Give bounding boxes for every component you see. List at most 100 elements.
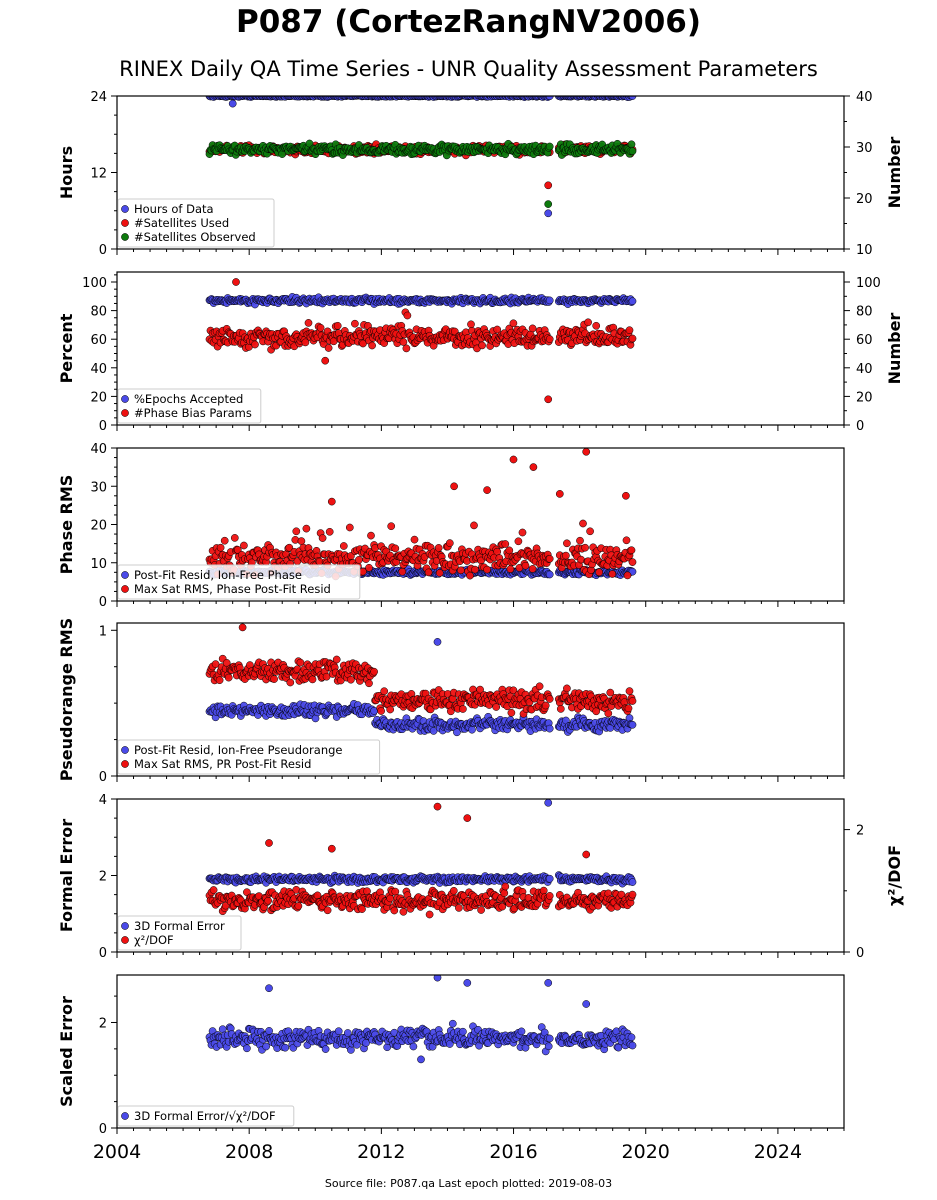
data-point [581,543,589,552]
y-axis-right-label: χ²/DOF [885,845,904,906]
y-tick-label: 0 [99,243,107,258]
y-right-tick-label: 10 [856,243,873,258]
series-5-2 [205,802,637,919]
data-point [628,878,637,886]
data-point [562,551,570,560]
legend-marker [121,409,129,417]
data-point [604,709,613,718]
y-tick-label: 2 [99,870,107,885]
data-point [327,844,336,853]
data-point [544,799,553,807]
data-point [297,537,306,545]
y-tick-label: 80 [90,305,107,320]
data-point [627,140,636,149]
data-point [399,338,408,346]
data-point [445,539,454,547]
data-point [584,318,592,327]
data-point [308,675,317,684]
data-point [327,497,336,506]
data-point [576,536,584,545]
panel-5-points [205,799,637,919]
data-point [507,708,516,717]
data-point [365,563,373,572]
legend-label: Post-Fit Resid, Ion-Free Pseudorange [134,743,342,757]
data-point [377,707,385,715]
data-point [222,659,231,667]
legend-label: #Satellites Used [134,216,229,230]
data-point [493,325,502,334]
data-point [386,894,395,903]
y-axis-label: Hours [57,146,76,199]
y-right-tick-label: 100 [856,276,881,291]
data-point [625,687,634,695]
data-point [528,565,537,573]
data-point [478,341,486,350]
series-3-2 [205,448,637,581]
data-point [545,570,554,579]
panel-3-points [205,448,637,581]
data-point [453,728,461,737]
data-point [628,334,637,343]
data-point [398,567,407,576]
y-right-tick-label: 20 [856,192,873,207]
data-point [391,544,400,553]
data-point [471,565,479,574]
series-5-1 [205,799,637,888]
legend-marker [121,760,129,768]
data-point [457,566,465,575]
data-point [251,340,259,349]
legend-marker [121,936,129,944]
data-point [228,99,237,108]
data-point [302,524,311,533]
data-point [425,910,434,919]
data-point [506,565,515,573]
data-point [316,323,325,332]
data-point [579,519,587,528]
data-point [301,338,310,347]
figure-title: P087 (CortezRangNV2006) [235,4,702,40]
data-point [628,890,637,899]
y-tick-label: 40 [90,362,107,377]
data-point [622,491,630,500]
data-point [285,543,294,552]
data-point [622,536,631,545]
legend-label: Post-Fit Resid, Ion-Free Phase [134,568,302,582]
data-point [238,623,247,632]
y-right-tick-label: 80 [856,305,873,320]
data-point [402,344,411,353]
data-point [606,688,615,697]
data-point [483,565,491,574]
y-axis-label: Phase RMS [57,475,76,575]
data-point [240,541,248,550]
data-point [627,546,636,555]
data-point [586,527,594,536]
data-point [492,703,501,711]
data-point [528,324,537,333]
data-point [449,886,458,895]
data-point [433,638,442,646]
legend-marker [121,205,129,213]
data-point [476,685,484,694]
data-point [324,344,333,352]
data-point [433,802,442,811]
y-axis-label: Formal Error [57,819,76,932]
series-4-2 [205,623,637,718]
data-point [333,321,342,330]
data-point [628,147,637,156]
data-point [628,697,637,705]
data-point [230,534,239,542]
legend-box [117,739,381,775]
figure-subtitle: RINEX Daily QA Time Series - UNR Quality… [119,57,818,81]
y-tick-label: 0 [99,595,107,610]
data-point [370,667,378,676]
data-point [347,675,355,684]
legend-label: Max Sat RMS, PR Post-Fit Resid [134,757,311,771]
data-point [355,556,363,564]
data-point [544,181,553,190]
data-point [232,278,240,286]
data-point [209,886,218,894]
y-tick-label: 100 [82,276,107,291]
y-axis-right-label: Number [885,313,904,385]
